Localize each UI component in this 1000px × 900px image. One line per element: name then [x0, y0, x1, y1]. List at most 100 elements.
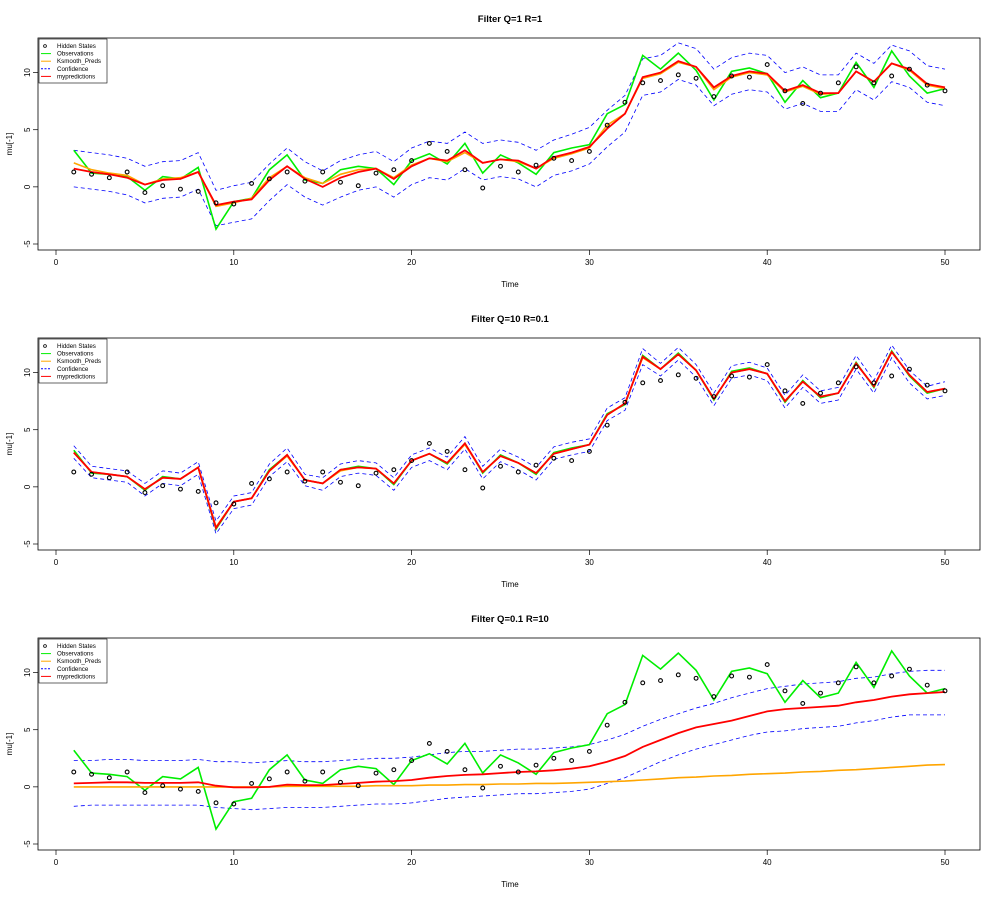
- series-line-confidence-upper: [73, 669, 945, 764]
- legend-label: Confidence: [57, 366, 89, 373]
- hidden-state-point: [889, 673, 895, 679]
- hidden-state-point: [746, 74, 752, 80]
- hidden-state-point: [462, 767, 468, 773]
- x-tick-label: 20: [407, 558, 416, 567]
- hidden-state-point: [355, 783, 361, 789]
- hidden-state-point: [942, 688, 948, 694]
- hidden-state-point: [586, 148, 592, 154]
- hidden-state-point: [284, 169, 290, 175]
- hidden-state-point: [338, 779, 343, 785]
- hidden-state-point: [729, 673, 735, 679]
- chart-panel-2: Filter Q=10 R=0.1 0 10 20 30 40 50 Time -5 0 5 10 mu…: [5, 314, 981, 589]
- hidden-state-point: [818, 390, 823, 396]
- hidden-state-point: [106, 475, 112, 481]
- x-axis-label: Time: [501, 880, 519, 889]
- hidden-state-point: [266, 776, 272, 782]
- hidden-state-point: [871, 680, 877, 686]
- chart-title: Filter Q=10 R=0.1: [471, 314, 549, 325]
- hidden-state-point: [480, 485, 486, 491]
- x-tick-label: 20: [407, 858, 416, 867]
- y-tick-label: -5: [23, 840, 32, 848]
- hidden-state-point: [249, 180, 255, 186]
- x-tick-label: 30: [585, 558, 594, 567]
- hidden-state-point: [231, 201, 237, 207]
- hidden-state-point: [924, 682, 930, 688]
- hidden-state-point: [569, 458, 575, 464]
- hidden-state-point: [835, 80, 841, 86]
- hidden-state-point: [124, 769, 130, 775]
- hidden-state-point: [853, 664, 859, 670]
- hidden-state-point: [160, 783, 166, 789]
- series-line-confidence-upper: [73, 42, 946, 191]
- y-tick-label: -5: [23, 240, 32, 248]
- hidden-state-point: [160, 483, 166, 489]
- x-tick-label: 40: [763, 858, 772, 867]
- hidden-state-point: [924, 382, 930, 388]
- hidden-state-point: [906, 666, 912, 672]
- hidden-state-point: [498, 463, 503, 469]
- hidden-state-point: [213, 800, 219, 806]
- hidden-state-point: [444, 148, 450, 154]
- series-line-observations: [73, 349, 946, 532]
- hidden-state-point: [942, 388, 948, 394]
- legend-label: mypredictions: [57, 673, 95, 680]
- hidden-state-point: [640, 80, 646, 86]
- legend-label: Hidden States: [57, 343, 96, 350]
- hidden-state-point: [658, 678, 663, 684]
- plot-frame: [37, 637, 981, 851]
- hidden-state-point: [142, 490, 148, 496]
- hidden-state-point: [409, 458, 415, 464]
- y-tick-label: 5: [23, 427, 32, 432]
- hidden-state-point: [106, 175, 112, 181]
- hidden-state-point: [106, 775, 112, 781]
- series-line-mypredictions: [73, 350, 946, 531]
- x-tick-label: 10: [229, 558, 238, 567]
- hidden-state-point: [462, 467, 468, 473]
- x-axis-label: Time: [501, 280, 519, 289]
- hidden-state-point: [622, 399, 628, 405]
- hidden-state-point: [835, 680, 841, 686]
- hidden-state-point: [142, 190, 148, 196]
- hidden-state-point: [764, 362, 770, 368]
- hidden-state-point: [480, 785, 486, 791]
- hidden-state-point: [142, 790, 148, 796]
- hidden-state-point: [533, 762, 539, 768]
- legend-label: mypredictions: [57, 73, 95, 80]
- hidden-state-point: [284, 769, 290, 775]
- hidden-state-point: [231, 801, 237, 807]
- hidden-state-point: [284, 469, 290, 475]
- legend-label: Confidence: [57, 66, 89, 73]
- x-tick-label: 10: [229, 858, 238, 867]
- y-tick-label: 0: [23, 484, 32, 489]
- hidden-state-point: [426, 140, 432, 146]
- hidden-state-point: [373, 770, 379, 776]
- hidden-state-point: [444, 748, 450, 754]
- chart-panel-1: Filter Q=1 R=1 0 10 20 30 40 50 Time -5 0 5 10 mu[-1…: [5, 14, 981, 289]
- hidden-state-point: [231, 501, 237, 507]
- legend-label: Hidden States: [57, 643, 96, 650]
- hidden-state-point: [871, 380, 877, 386]
- hidden-state-point: [586, 448, 592, 454]
- x-tick-label: 0: [54, 558, 59, 567]
- x-tick-label: 50: [941, 258, 950, 267]
- hidden-state-point: [675, 72, 681, 78]
- hidden-state-point: [729, 373, 735, 379]
- hidden-state-point: [800, 100, 806, 106]
- hidden-state-point: [355, 483, 361, 489]
- hidden-state-point: [533, 462, 539, 468]
- legend: Hidden StatesObservationsKsmooth_PredsCo…: [38, 338, 108, 384]
- hidden-state-point: [818, 690, 823, 696]
- x-tick-label: 20: [407, 258, 416, 267]
- hidden-state-point: [515, 769, 521, 775]
- hidden-state-point: [249, 780, 255, 786]
- hidden-state-point: [338, 479, 343, 485]
- hidden-state-point: [71, 469, 77, 475]
- hidden-state-point: [320, 169, 326, 175]
- hidden-state-point: [89, 471, 95, 477]
- chart-title: Filter Q=1 R=1: [478, 14, 543, 25]
- series-line-confidence-lower: [73, 714, 945, 811]
- hidden-state-point: [746, 374, 752, 380]
- hidden-state-point: [924, 82, 930, 88]
- x-tick-label: 40: [763, 258, 772, 267]
